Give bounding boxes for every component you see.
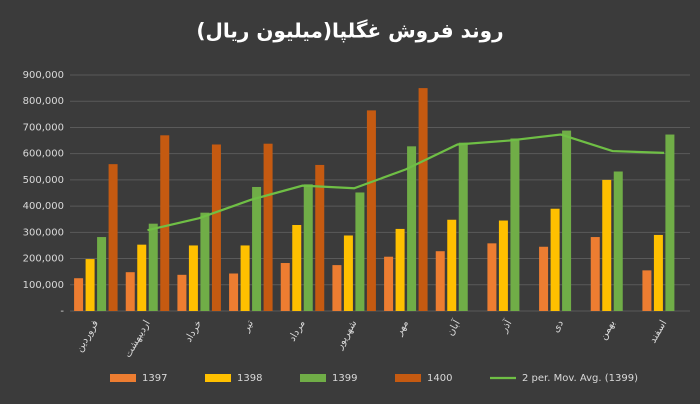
- bar: [384, 256, 394, 311]
- y-tick-label: 100,000: [23, 280, 64, 291]
- bar: [74, 278, 84, 311]
- chart-title: روند فروش غگلپا(میلیون ریال): [196, 19, 503, 44]
- legend-label: 1399: [332, 373, 357, 384]
- bar: [211, 144, 221, 311]
- y-tick-label: 900,000: [23, 70, 64, 81]
- bar: [407, 146, 417, 311]
- bar: [85, 259, 95, 311]
- legend-label: 1400: [427, 373, 452, 384]
- y-tick-label: 500,000: [23, 175, 64, 186]
- y-tick-label: -: [60, 306, 64, 317]
- legend-swatch: [300, 374, 326, 382]
- bar: [263, 143, 273, 311]
- legend-swatch: [395, 374, 421, 382]
- x-tick-label: دی: [550, 319, 566, 335]
- x-tick-label: آبان: [443, 316, 463, 337]
- bar: [653, 234, 663, 311]
- legend-label: 2 per. Mov. Avg. (1399): [522, 373, 638, 384]
- bar: [355, 192, 365, 311]
- legend-swatch: [110, 374, 136, 382]
- bar: [642, 270, 652, 311]
- bar: [188, 245, 198, 311]
- bar: [613, 171, 623, 311]
- bar: [366, 110, 376, 312]
- bar: [137, 244, 147, 311]
- legend-swatch: [205, 374, 231, 382]
- bar: [332, 265, 342, 311]
- bar: [97, 237, 107, 311]
- bar: [240, 245, 250, 311]
- bar: [343, 235, 353, 311]
- bar: [602, 179, 612, 311]
- bar: [315, 164, 325, 311]
- x-tick-label: اردیبهشت: [123, 319, 153, 360]
- y-tick-label: 700,000: [23, 122, 64, 133]
- x-tick-label: شهریور: [334, 319, 360, 352]
- bar: [458, 142, 468, 311]
- bar: [590, 237, 600, 311]
- bar: [292, 224, 302, 311]
- bar: [177, 274, 187, 311]
- bar: [498, 220, 508, 311]
- y-tick-label: 600,000: [23, 149, 64, 160]
- bar: [125, 272, 135, 311]
- bar: [665, 134, 675, 311]
- x-tick-label: مهر: [393, 319, 411, 339]
- legend-label: 1398: [237, 373, 262, 384]
- bar: [539, 246, 549, 311]
- x-tick-label: بهمن: [598, 319, 618, 343]
- bar: [229, 273, 239, 311]
- x-tick-label: تیر: [240, 318, 256, 334]
- bar: [252, 186, 262, 311]
- bar: [487, 243, 497, 311]
- legend-label: 1397: [142, 373, 167, 384]
- bar: [160, 135, 170, 311]
- x-tick-label: اسفند: [648, 319, 670, 346]
- moving-average-line: [147, 133, 665, 232]
- bar: [562, 130, 572, 311]
- bar: [303, 184, 313, 311]
- bar: [435, 251, 445, 311]
- bar: [395, 228, 405, 311]
- bar: [108, 164, 118, 311]
- bar: [550, 208, 560, 311]
- bar: [200, 212, 210, 311]
- bar: [510, 138, 520, 311]
- y-tick-label: 200,000: [23, 254, 64, 265]
- y-tick-label: 400,000: [23, 201, 64, 212]
- x-tick-label: آذر: [497, 316, 515, 335]
- bar: [418, 88, 428, 311]
- bar: [148, 223, 158, 311]
- bar: [447, 219, 457, 311]
- x-tick-label: مرداد: [287, 319, 308, 344]
- x-tick-label: خرداد: [183, 319, 204, 345]
- bar: [280, 263, 290, 311]
- y-tick-label: 300,000: [23, 227, 64, 238]
- x-tick-label: فروردین: [74, 318, 101, 354]
- y-tick-label: 800,000: [23, 96, 64, 107]
